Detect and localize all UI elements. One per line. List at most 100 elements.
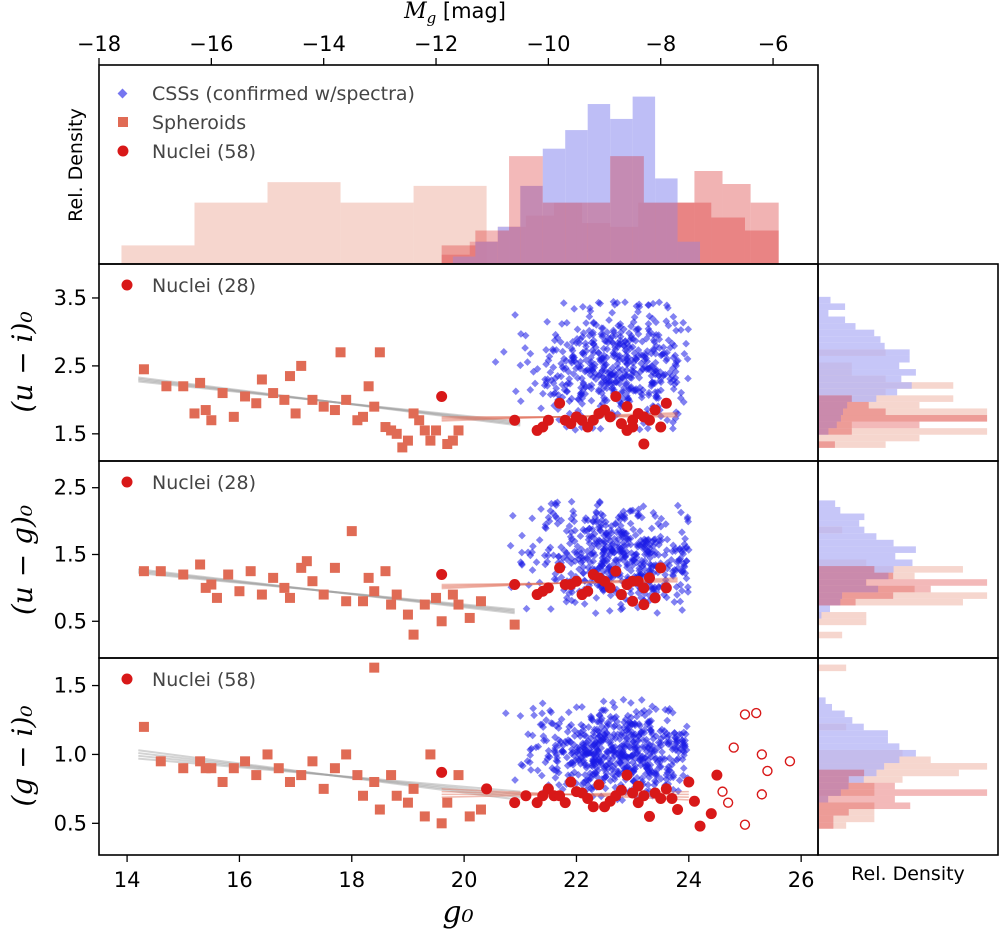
css-point [665, 737, 674, 746]
nucleus-point [565, 776, 577, 788]
css-point [516, 712, 525, 720]
css-point [555, 781, 563, 789]
nucleus-point [436, 390, 448, 402]
css-point [661, 570, 670, 579]
css-point [570, 768, 579, 777]
spheroid-point [391, 790, 402, 801]
css-point [501, 709, 510, 718]
css-point [658, 725, 666, 734]
css-point [644, 325, 653, 333]
spheroid-point [189, 408, 200, 419]
css-point [613, 299, 622, 307]
css-point [634, 346, 643, 354]
css-point [654, 551, 663, 559]
css-point [638, 743, 647, 751]
css-point [627, 589, 635, 598]
right-hist-bar [818, 559, 913, 567]
css-point [679, 318, 688, 327]
top-hist-bar [576, 202, 611, 264]
css-point [522, 604, 531, 613]
css-point [605, 759, 613, 767]
css-point [591, 609, 600, 618]
top-hist-bar [121, 245, 195, 264]
right-hist-bar [818, 809, 849, 816]
nucleus-faint-point [717, 786, 728, 797]
css-point [627, 506, 635, 515]
css-point [579, 756, 588, 765]
css-point [636, 527, 644, 535]
css-point [670, 380, 679, 389]
x-tick-label: 18 [338, 868, 365, 892]
css-point [683, 355, 692, 363]
css-point [629, 363, 638, 372]
right-hist-bar [818, 401, 920, 409]
spheroid-point [335, 347, 346, 358]
css-point [674, 748, 683, 756]
spheroid-point [386, 770, 397, 781]
css-point [529, 542, 537, 551]
css-point [619, 341, 628, 350]
spheroid-point [200, 405, 211, 416]
right-hist-bar [818, 428, 988, 435]
spheroid-point [329, 562, 340, 573]
spheroid-point [431, 592, 442, 603]
css-point [633, 325, 642, 334]
css-point [526, 349, 535, 358]
y-tick-label: 1.5 [54, 542, 87, 566]
css-point [511, 311, 519, 319]
top-hist-bar [267, 182, 341, 264]
css-point [633, 773, 641, 782]
nucleus-point [509, 797, 521, 809]
top-hist-bar [750, 202, 779, 264]
x-axis-label: g₀ [442, 895, 473, 930]
css-point [538, 699, 547, 708]
css-point [609, 723, 618, 731]
css-point [582, 356, 591, 364]
spheroid-point [200, 582, 211, 593]
css-point [604, 754, 613, 763]
spheroid-point [369, 776, 380, 787]
css-point [597, 751, 606, 760]
css-point [651, 755, 660, 763]
spheroid-point [386, 425, 397, 436]
spheroid-point [161, 381, 172, 392]
css-point [596, 562, 605, 570]
css-point [627, 731, 636, 739]
right-hist-bar [818, 572, 894, 580]
right-hist-bar [818, 415, 988, 422]
css-point [573, 548, 581, 557]
right-hist-bar [818, 710, 845, 718]
spheroid-point [195, 756, 206, 767]
css-point [560, 386, 569, 394]
css-point [649, 331, 657, 339]
spheroid-point [307, 394, 318, 405]
spheroid-point [284, 776, 295, 787]
css-point [654, 519, 663, 528]
css-point [597, 760, 606, 768]
spheroid-point [262, 749, 273, 760]
css-point [608, 308, 616, 317]
nucleus-point [649, 404, 661, 416]
css-point [677, 508, 685, 517]
css-point [682, 339, 690, 348]
nucleus-point [576, 589, 588, 601]
gi-right-frame [817, 657, 999, 856]
css-point [612, 528, 621, 537]
css-point [551, 389, 559, 397]
css-point [627, 699, 635, 707]
css-point [663, 716, 672, 725]
css-point [670, 566, 679, 574]
right-density-label: Rel. Density [851, 863, 965, 885]
css-point [587, 396, 596, 405]
spheroid-point [256, 374, 267, 385]
css-point [607, 370, 616, 379]
css-point [606, 712, 615, 721]
y-tick-label: 2.5 [54, 476, 87, 500]
css-point [646, 553, 654, 562]
css-point [638, 337, 647, 346]
nucleus-point [481, 783, 493, 795]
css-point [518, 531, 526, 540]
css-point [589, 557, 598, 566]
x-tick-label: 16 [226, 868, 253, 892]
spheroid-point [369, 662, 380, 673]
